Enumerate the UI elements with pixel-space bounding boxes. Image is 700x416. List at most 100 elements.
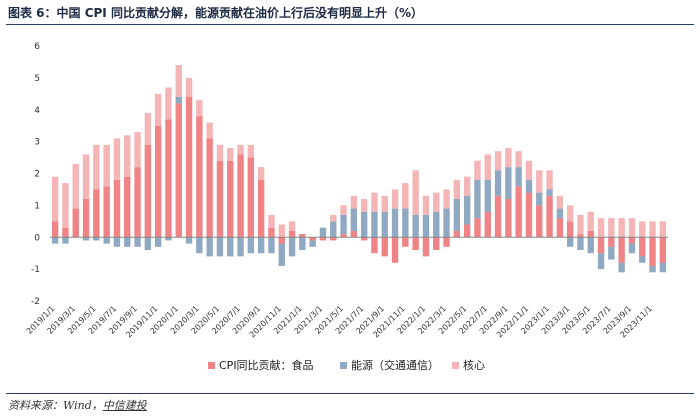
bar-food — [649, 237, 656, 266]
bar-food — [113, 179, 121, 238]
bar-energy — [51, 237, 59, 244]
bar-food — [247, 157, 255, 238]
bar-energy — [340, 214, 347, 235]
bar-food — [237, 154, 244, 238]
bar-food — [515, 186, 522, 238]
bar-energy — [216, 237, 224, 257]
bar-energy — [597, 253, 605, 270]
bar-energy — [494, 170, 502, 196]
bar-core — [587, 211, 594, 231]
footer-rule — [6, 393, 694, 394]
source-brand: 中信建投 — [102, 399, 147, 412]
bar-core — [515, 151, 522, 168]
y-axis: -2 -1 0 1 2 3 4 5 6 — [31, 42, 40, 307]
bar-core — [412, 170, 419, 215]
bar-core — [124, 135, 131, 177]
bar-core — [330, 214, 337, 222]
bar-core — [484, 154, 491, 180]
bar-food — [618, 237, 625, 263]
bar-food — [62, 227, 69, 238]
bar-core — [350, 195, 358, 209]
bar-energy — [330, 221, 337, 238]
bar-food — [360, 237, 368, 241]
bar-core — [278, 224, 285, 238]
bar-core — [463, 176, 471, 196]
bar-core — [649, 221, 656, 238]
bar-core — [62, 183, 69, 228]
y-tick-label: -1 — [31, 265, 40, 275]
bar-energy — [124, 237, 131, 247]
bar-core — [103, 144, 110, 187]
legend: CPI同比贡献：食品 能源（交通通信） 核心 — [208, 358, 485, 372]
title-rule — [6, 24, 694, 25]
bar-core — [134, 132, 141, 168]
bar-core — [82, 154, 90, 199]
bar-food — [72, 208, 79, 238]
bar-food — [484, 211, 491, 238]
bar-food — [608, 237, 615, 247]
bar-energy — [62, 237, 69, 244]
bar-food — [566, 221, 574, 238]
bar-food — [185, 97, 193, 238]
bar-food — [597, 237, 605, 254]
bar-energy — [175, 97, 182, 104]
legend-swatch-food — [208, 362, 215, 369]
bar-food — [391, 237, 399, 263]
bar-energy — [628, 243, 636, 254]
bar-energy — [443, 208, 450, 238]
bar-energy — [309, 240, 316, 247]
bar-core — [381, 195, 388, 212]
bar-energy — [360, 211, 368, 238]
bar-core — [505, 148, 512, 168]
bar-core — [227, 148, 234, 161]
bar-energy — [134, 237, 141, 247]
legend-swatch-core — [452, 362, 459, 369]
bar-food — [154, 125, 162, 238]
bar-energy — [371, 211, 378, 238]
bar-core — [608, 218, 615, 238]
bar-energy — [391, 208, 399, 238]
bar-food — [340, 234, 347, 238]
bar-food — [196, 116, 203, 238]
bar-food — [556, 218, 564, 238]
bar-food — [494, 195, 502, 238]
bar-core — [216, 144, 224, 161]
bar-food — [505, 199, 512, 238]
bar-energy — [165, 237, 172, 241]
y-tick-label: 1 — [34, 201, 40, 211]
bar-energy — [422, 214, 430, 238]
bar-food — [536, 205, 543, 238]
bar-core — [340, 205, 347, 215]
bar-energy — [144, 237, 152, 250]
bar-core — [453, 179, 461, 200]
bar-core — [597, 218, 605, 238]
bar-energy — [556, 208, 564, 219]
bar-energy — [350, 208, 358, 231]
y-tick-label: 4 — [34, 106, 40, 116]
bar-core — [402, 183, 409, 209]
bar-energy — [278, 243, 285, 266]
bar-energy — [319, 227, 327, 238]
bar-energy — [474, 179, 481, 219]
y-tick-label: 6 — [34, 42, 40, 52]
bar-core — [144, 112, 152, 145]
bar-core — [525, 160, 533, 180]
legend-swatch-energy — [340, 362, 347, 369]
legend-label-energy: 能源（交通通信） — [351, 358, 439, 372]
bar-core — [154, 93, 162, 126]
bar-food — [474, 218, 481, 238]
bar-energy — [185, 237, 193, 244]
bar-food — [227, 160, 234, 238]
bar-energy — [546, 189, 553, 196]
bar-core — [288, 221, 296, 231]
bar-core — [422, 195, 430, 215]
bar-core — [628, 218, 636, 238]
bar-energy — [227, 237, 234, 257]
bar-food — [463, 224, 471, 238]
bar-energy — [299, 237, 306, 250]
bar-food — [443, 237, 450, 247]
bar-core — [196, 100, 203, 117]
bar-energy — [608, 246, 615, 260]
bar-food — [165, 119, 172, 238]
bar-core — [237, 144, 244, 155]
